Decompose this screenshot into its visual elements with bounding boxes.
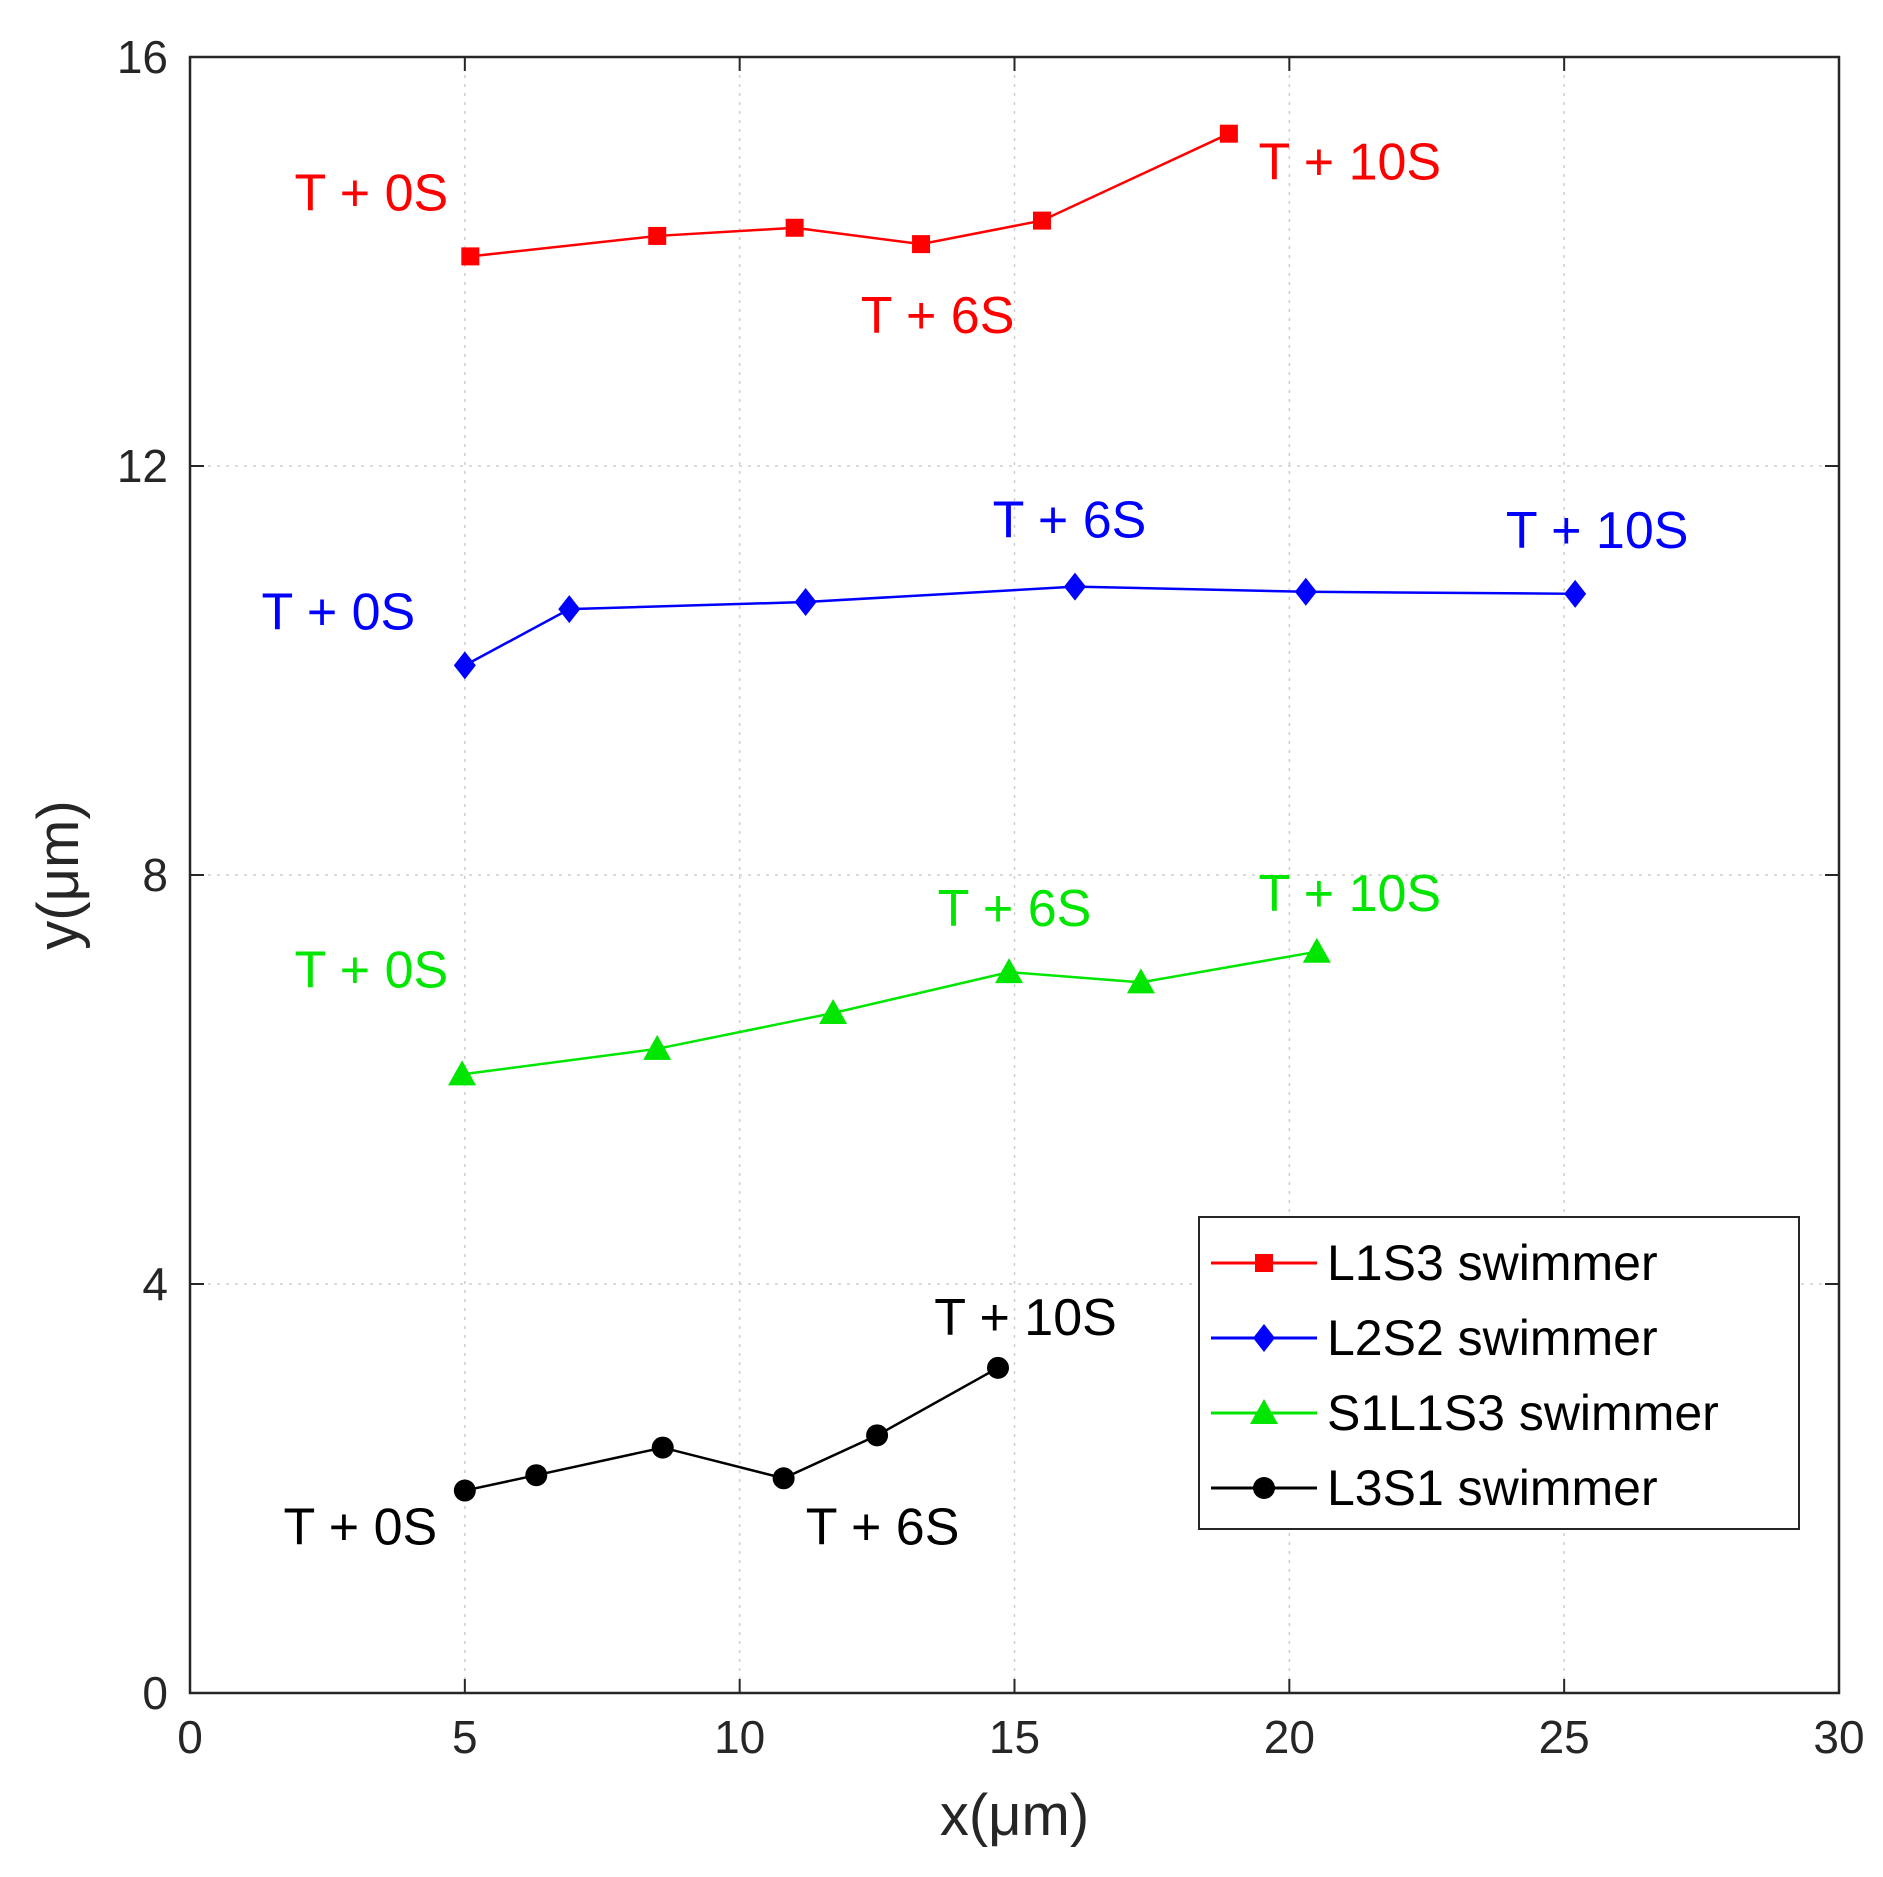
x-tick-label: 30 — [1813, 1711, 1864, 1763]
x-tick-label: 25 — [1539, 1711, 1590, 1763]
data-point — [461, 247, 480, 266]
annotation-label: T + 0S — [262, 584, 416, 642]
data-point — [1126, 968, 1155, 994]
data-point — [648, 226, 667, 245]
legend-label: L1S3 swimmer — [1327, 1235, 1658, 1291]
series-line — [470, 132, 1230, 258]
legend-marker — [1250, 1399, 1278, 1424]
legend: L1S3 swimmer L2S2 swimmer S1L1S3 swimmer L3… — [1198, 1216, 1800, 1530]
series-layer — [448, 124, 1587, 1502]
data-point — [866, 1424, 889, 1447]
annotation-label: T + 10S — [1258, 134, 1441, 192]
x-tick-label: 20 — [1264, 1711, 1315, 1763]
y-tick-label: 12 — [117, 440, 168, 492]
series-line — [464, 1366, 999, 1492]
x-tick-label: 0 — [177, 1711, 203, 1763]
annotation-label: T + 6S — [861, 287, 1015, 345]
legend-label: L3S1 swimmer — [1327, 1460, 1658, 1516]
annotation-label: T + 0S — [284, 1499, 438, 1557]
annotation-label: T + 6S — [938, 880, 1092, 938]
legend-marker — [1253, 1324, 1275, 1352]
legend-item: S1L1S3 swimmer — [1211, 1385, 1719, 1441]
series-s1l1s3 — [448, 937, 1331, 1086]
annotation-label: T + 0S — [295, 941, 449, 999]
annotations: T + 0S T + 6S T + 10S T + 0S T + 6S T + 10S T … — [262, 134, 1689, 1557]
legend-item: L1S3 swimmer — [1211, 1235, 1658, 1291]
data-point — [448, 1060, 477, 1086]
y-tick-label: 8 — [142, 849, 168, 901]
legend-marker — [1253, 1477, 1275, 1499]
y-tick-label: 4 — [142, 1258, 168, 1310]
legend-marker — [1255, 1254, 1273, 1272]
series-l2s2 — [453, 572, 1587, 680]
annotation-label: T + 10S — [1258, 865, 1441, 923]
annotation-label: T + 0S — [295, 164, 449, 222]
axes: 0 5 10 15 20 25 30 0 4 8 12 16 x(μm) y(μm) — [26, 31, 1865, 1848]
data-point — [1032, 211, 1051, 230]
data-point — [453, 651, 476, 680]
y-axis-label: y(μm) — [26, 800, 91, 949]
annotation-label: T + 6S — [806, 1499, 960, 1557]
legend-label: L2S2 swimmer — [1327, 1310, 1658, 1366]
data-point — [643, 1034, 672, 1060]
x-tick-label: 15 — [989, 1711, 1040, 1763]
data-point — [525, 1464, 548, 1487]
data-point — [558, 595, 581, 624]
data-point — [819, 999, 848, 1025]
series-line — [464, 585, 1576, 667]
data-point — [995, 958, 1024, 984]
series-line — [461, 950, 1318, 1076]
data-point — [1219, 124, 1238, 143]
grid-lines — [190, 57, 1839, 1693]
data-point — [987, 1356, 1010, 1379]
series-l1s3 — [461, 124, 1238, 266]
legend-box — [1198, 1216, 1800, 1530]
x-tick-label: 10 — [714, 1711, 765, 1763]
x-axis-label: x(μm) — [940, 1783, 1089, 1848]
annotation-label: T + 10S — [1506, 502, 1689, 560]
legend-item: L2S2 swimmer — [1211, 1310, 1658, 1366]
data-point — [912, 235, 931, 254]
data-point — [785, 218, 804, 237]
series-l3s1 — [453, 1356, 1010, 1502]
legend-label: S1L1S3 swimmer — [1327, 1385, 1719, 1441]
data-point — [1302, 937, 1331, 963]
annotation-label: T + 10S — [934, 1289, 1117, 1347]
data-point — [1294, 577, 1317, 606]
data-point — [772, 1467, 795, 1490]
data-point — [651, 1436, 674, 1459]
y-tick-label: 0 — [142, 1667, 168, 1719]
data-point — [1564, 579, 1587, 608]
legend-item: L3S1 swimmer — [1211, 1460, 1658, 1516]
x-tick-label: 5 — [452, 1711, 478, 1763]
data-point — [453, 1479, 476, 1502]
data-point — [794, 587, 817, 616]
annotation-label: T + 6S — [993, 492, 1147, 550]
y-tick-label: 16 — [117, 31, 168, 83]
data-point — [1063, 572, 1086, 601]
